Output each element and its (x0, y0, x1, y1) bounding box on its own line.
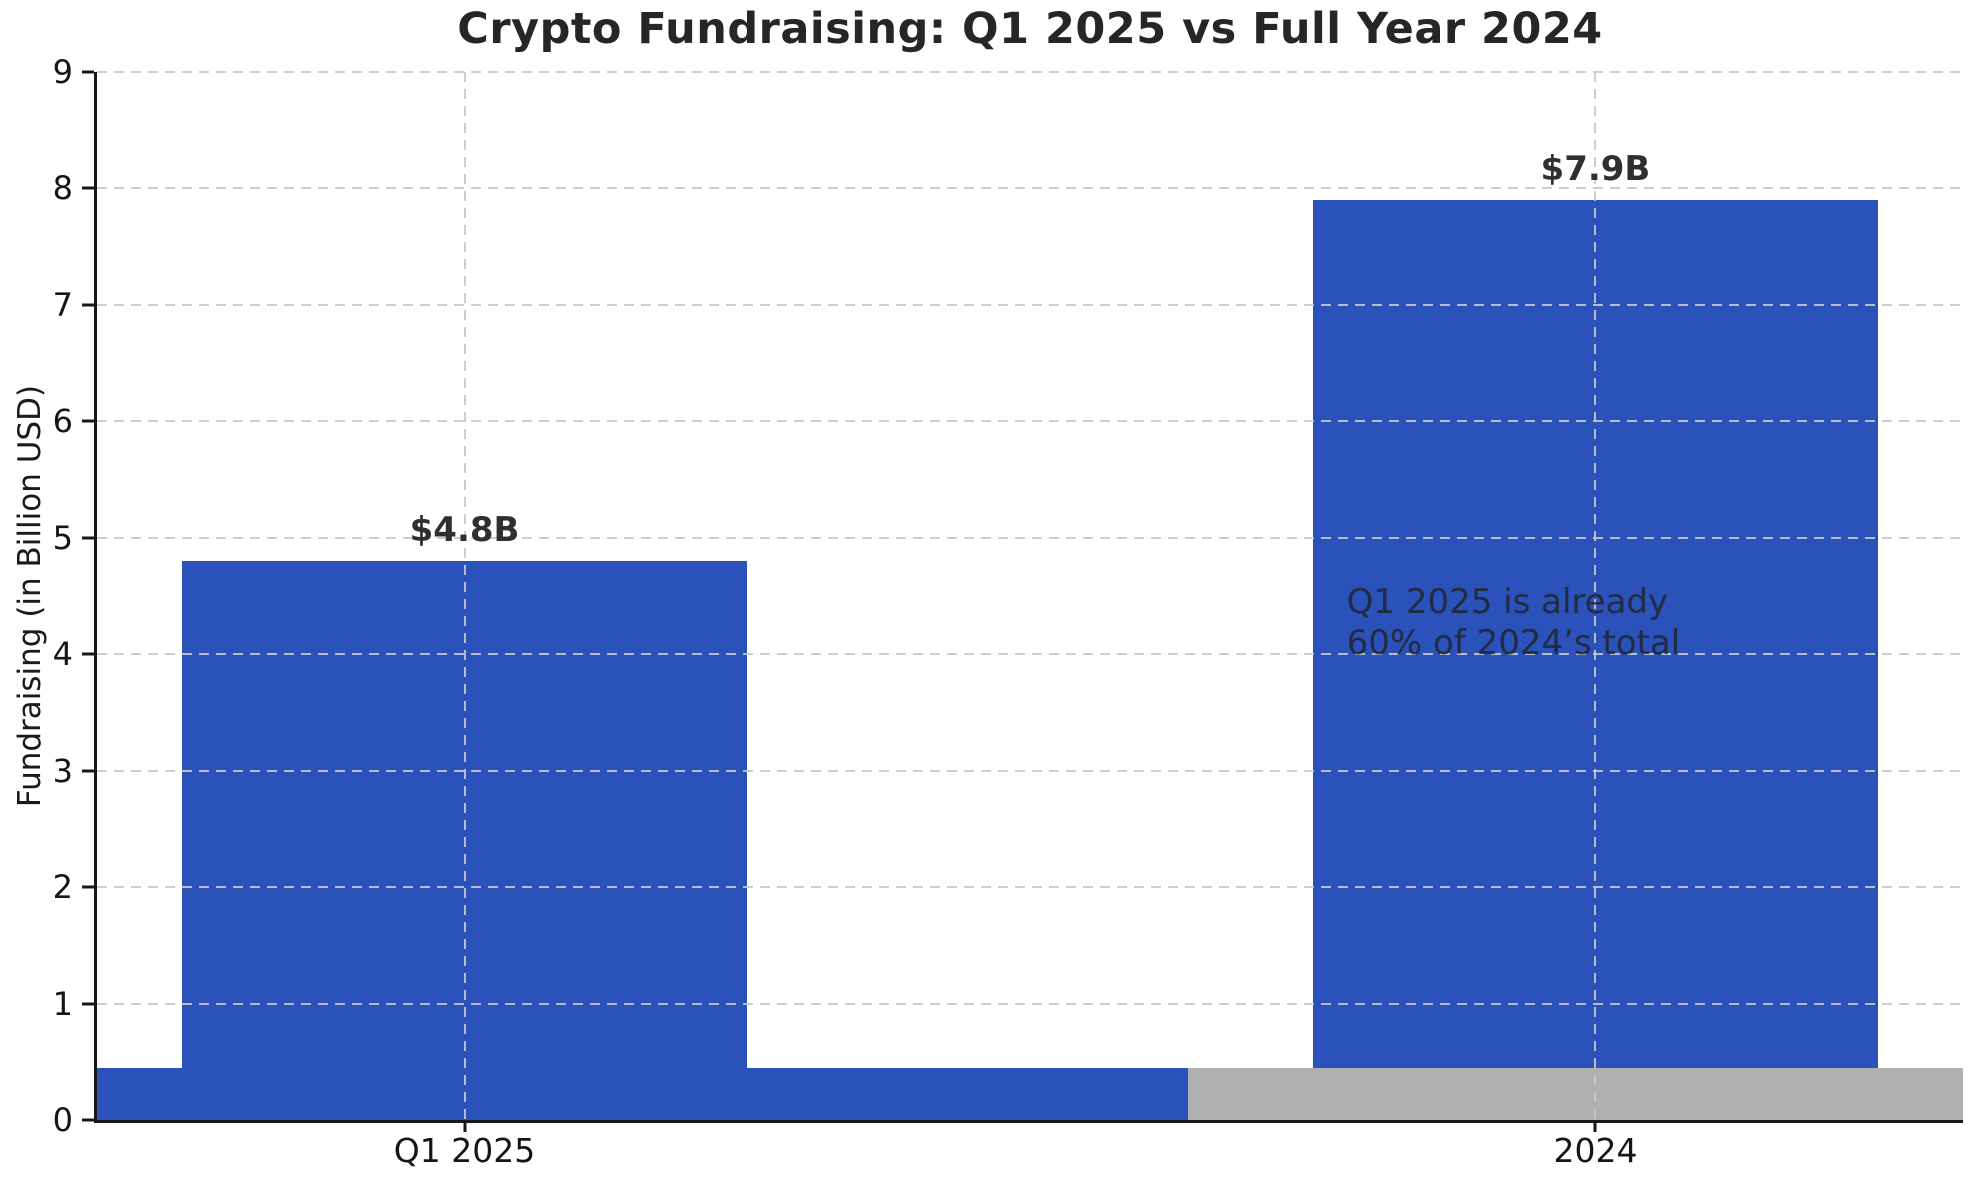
y-axis-spine (94, 72, 97, 1123)
y-tick-9 (82, 70, 94, 74)
y-tick-8 (82, 186, 94, 190)
y-gridline-5 (97, 536, 1963, 539)
y-tick-label-8: 8 (52, 169, 73, 208)
annotation-text: Q1 2025 is already 60% of 2024’s total (1347, 582, 1681, 664)
y-gridline-7 (97, 303, 1963, 306)
y-tick-label-7: 7 (52, 285, 73, 324)
y-tick-7 (82, 303, 94, 307)
plot-area: 0 1 2 3 4 5 6 7 8 9 Q1 2025 2024 $4.8B $7.9B Q1 2025 i… (53, 56, 1963, 1167)
y-tick-label-4: 4 (52, 635, 73, 674)
x-tick-q1-2025 (463, 1123, 467, 1132)
y-tick-0 (82, 1118, 94, 1122)
y-tick-label-5: 5 (52, 518, 73, 557)
y-tick-label-0: 0 (52, 1101, 73, 1139)
y-tick-1 (82, 1002, 94, 1006)
baseline-strip-gray (1188, 1067, 1963, 1120)
annotation-line-1: Q1 2025 is already (1346, 582, 1669, 623)
y-gridline-1 (97, 1002, 1963, 1005)
y-gridline-9 (97, 71, 1963, 73)
x-tick-label-2024: 2024 (1553, 1131, 1638, 1170)
y-tick-label-9: 9 (52, 53, 73, 91)
baseline-strip-blue (97, 1067, 1189, 1120)
y-tick-3 (82, 769, 94, 773)
x-gridline-2024 (1594, 72, 1597, 1120)
y-axis-label: Fundraising (in Billion USD) (12, 384, 48, 808)
y-tick-5 (82, 536, 94, 540)
y-gridline-2 (97, 886, 1963, 889)
y-gridline-3 (97, 769, 1963, 772)
y-gridline-4 (97, 653, 1963, 656)
y-tick-6 (82, 419, 94, 423)
chart-title: Crypto Fundraising: Q1 2025 vs Full Year… (457, 4, 1603, 54)
y-tick-label-6: 6 (52, 402, 73, 441)
y-tick-label-3: 3 (52, 751, 73, 790)
x-tick-2024 (1593, 1123, 1597, 1132)
x-axis-spine (94, 1120, 1963, 1123)
y-gridline-6 (97, 420, 1963, 423)
x-gridline-q1-2025 (463, 72, 466, 1120)
x-tick-label-q1-2025: Q1 2025 (393, 1131, 536, 1170)
bar-value-label-q1-2025: $4.8B (409, 510, 520, 551)
bar-value-label-2024: $7.9B (1540, 149, 1651, 190)
y-tick-2 (82, 885, 94, 889)
y-tick-label-2: 2 (52, 868, 73, 907)
y-gridline-8 (97, 187, 1963, 190)
y-tick-label-1: 1 (52, 984, 73, 1023)
annotation-line-2: 60% of 2024’s total (1346, 622, 1681, 663)
y-tick-4 (82, 652, 94, 656)
